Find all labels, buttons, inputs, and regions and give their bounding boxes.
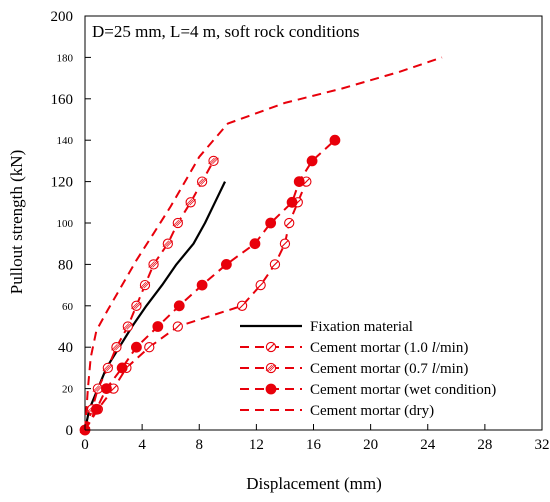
data-point-cement-mortar-wet-condition: [249, 238, 261, 250]
y-tick-label: 40: [58, 340, 73, 356]
x-tick-label: 16: [306, 437, 322, 453]
y-tick-label: 80: [58, 257, 73, 273]
data-point-cement-mortar-0-7-l-min: [102, 362, 114, 374]
x-tick-label: 4: [138, 437, 146, 453]
data-point-cement-mortar-wet-condition: [131, 341, 142, 353]
data-point-cement-mortar-1-0-l-min: [172, 321, 183, 332]
x-tick-label: 20: [363, 437, 378, 453]
x-tick-label: 0: [81, 437, 89, 453]
data-point-cement-mortar-0-7-l-min: [196, 176, 208, 187]
data-point-cement-mortar-1-0-l-min: [279, 238, 291, 249]
legend-item-cement-mortar-0-7-l-min: Cement mortar (0.7 l/min): [240, 361, 468, 377]
x-tick-label: 8: [196, 437, 204, 453]
legend-marker: [265, 341, 277, 353]
data-point-cement-mortar-0-7-l-min: [111, 342, 122, 353]
series-line-cement-mortar-dry: [84, 56, 443, 431]
data-point-cement-mortar-1-0-l-min: [269, 259, 281, 270]
legend-label: Cement mortar (wet condition): [310, 382, 496, 398]
y-tick-label: 60: [62, 301, 74, 313]
data-point-cement-mortar-wet-condition: [173, 300, 185, 312]
data-point-cement-mortar-wet-condition: [196, 279, 208, 291]
y-tick-label: 0: [66, 423, 74, 439]
data-point-cement-mortar-0-7-l-min: [162, 238, 174, 249]
legend-item-cement-mortar-wet-condition: Cement mortar (wet condition): [240, 382, 496, 398]
data-point-cement-mortar-0-7-l-min: [139, 279, 151, 291]
chart-annotation: D=25 mm, L=4 m, soft rock conditions: [92, 22, 360, 41]
data-point-cement-mortar-wet-condition: [220, 259, 232, 270]
y-tick-label: 20: [62, 384, 74, 396]
legend-item-cement-mortar-1-0-l-min: Cement mortar (1.0 l/min): [240, 340, 468, 356]
legend-label: Cement mortar (0.7 l/min): [310, 361, 468, 377]
data-point-cement-mortar-0-7-l-min: [148, 259, 159, 270]
legend: Fixation material Cement mortar (1.0 l/mi…: [240, 319, 496, 419]
data-point-cement-mortar-1-0-l-min: [284, 217, 295, 229]
y-axis-title: Pullout strength (kN): [7, 150, 26, 295]
data-point-cement-mortar-wet-condition: [293, 176, 305, 188]
x-tick-label: 32: [535, 437, 550, 453]
y-tick-label: 200: [51, 9, 74, 25]
y-tick-label: 180: [57, 52, 74, 64]
data-point-cement-mortar-0-7-l-min: [172, 217, 184, 229]
data-point-cement-mortar-wet-condition: [152, 321, 164, 332]
data-point-cement-mortar-1-0-l-min: [255, 279, 266, 291]
legend-marker: [265, 383, 277, 395]
legend-label: Fixation material: [310, 319, 413, 335]
data-point-cement-mortar-wet-condition: [265, 217, 277, 229]
x-tick-label: 12: [249, 437, 264, 453]
data-point-cement-mortar-wet-condition: [101, 383, 112, 395]
y-tick-label: 140: [57, 135, 74, 147]
x-tick-label: 28: [477, 437, 492, 453]
data-point-cement-mortar-0-7-l-min: [185, 197, 196, 208]
x-axis-title: Displacement (mm): [246, 474, 382, 493]
y-tick-label: 120: [51, 175, 74, 191]
y-tick-label: 100: [57, 218, 74, 230]
legend-item-fixation-material: Fixation material: [240, 319, 413, 335]
legend-label: Cement mortar (dry): [310, 403, 434, 419]
data-point-cement-mortar-wet-condition: [286, 196, 298, 208]
legend-marker: [265, 362, 277, 374]
y-tick-label: 160: [51, 92, 74, 108]
data-point-cement-mortar-wet-condition: [329, 134, 341, 146]
data-point-cement-mortar-0-7-l-min: [208, 155, 219, 167]
data-point-cement-mortar-0-7-l-min: [131, 300, 142, 311]
data-point-cement-mortar-wet-condition: [306, 155, 318, 167]
data-point-cement-mortar-1-0-l-min: [144, 342, 155, 353]
data-point-cement-mortar-1-0-l-min: [236, 300, 248, 311]
data-point-cement-mortar-0-7-l-min: [122, 321, 134, 332]
legend-label: Cement mortar (1.0 l/min): [310, 340, 468, 356]
legend-item-cement-mortar-dry: Cement mortar (dry): [240, 403, 434, 419]
data-point-cement-mortar-wet-condition: [116, 362, 128, 374]
data-point-cement-mortar-wet-condition: [91, 403, 102, 415]
x-tick-label: 24: [420, 437, 436, 453]
